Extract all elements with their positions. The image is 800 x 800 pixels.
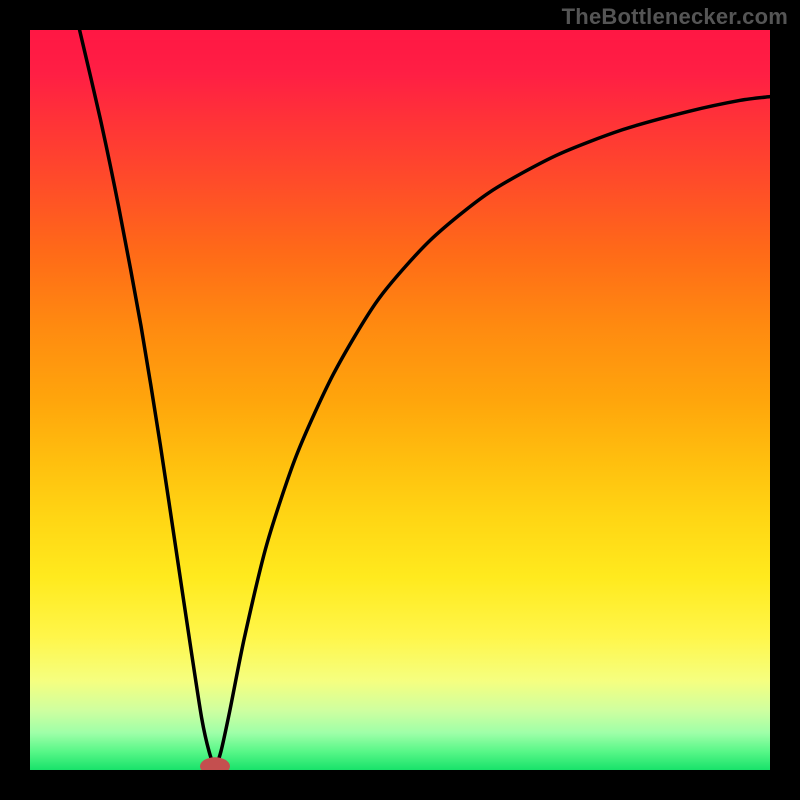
- attribution-label: TheBottlenecker.com: [562, 4, 788, 30]
- bottleneck-chart: [0, 0, 800, 800]
- chart-container: TheBottlenecker.com: [0, 0, 800, 800]
- chart-background: [30, 30, 770, 770]
